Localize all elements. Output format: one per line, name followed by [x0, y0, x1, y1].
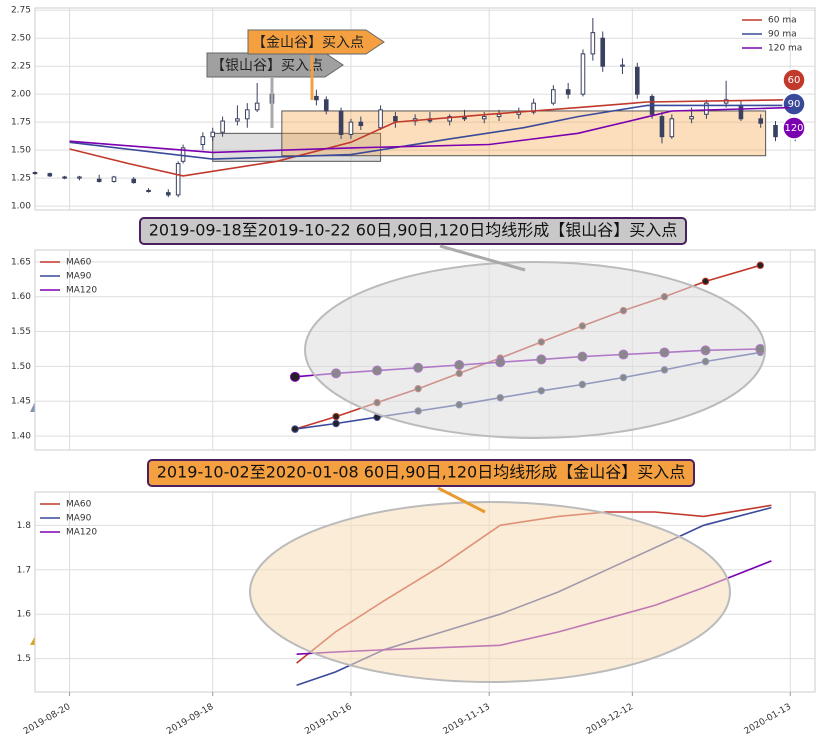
- candle-body: [634, 66, 640, 95]
- legend-label: 90 ma: [768, 30, 797, 40]
- region-tag-label: 【银山谷】买入点: [211, 58, 323, 74]
- ma-point: [756, 261, 764, 270]
- ma-point: [291, 425, 299, 433]
- y-tick-label: 1.50: [11, 146, 31, 156]
- y-tick-label: 1.7: [17, 565, 31, 575]
- banner-arrow: [439, 244, 526, 272]
- candle-body: [669, 118, 675, 138]
- candle-body: [600, 37, 606, 67]
- candle-body: [32, 172, 38, 175]
- candle-body: [773, 125, 778, 138]
- candle-body: [62, 176, 67, 179]
- candle-body: [393, 116, 398, 122]
- candle-body: [111, 176, 117, 182]
- highlight-ellipse: [304, 261, 766, 439]
- legend-label: MA60: [66, 500, 92, 510]
- banner-text: 2019-10-02至2020-01-08 60日,90日,120日均线形成【金…: [157, 463, 686, 482]
- candle-body: [244, 109, 250, 120]
- y-tick-label: 1.45: [11, 397, 31, 407]
- candle-body: [131, 178, 137, 184]
- candle-body: [210, 131, 216, 138]
- candle-body: [165, 192, 171, 196]
- candle-body: [758, 118, 763, 124]
- y-tick-label: 2.75: [11, 6, 31, 16]
- y-tick-label: 2.50: [11, 34, 31, 44]
- candle-body: [531, 102, 536, 113]
- candle-body: [551, 89, 556, 104]
- candle-body: [447, 116, 452, 122]
- candle-body: [659, 116, 665, 138]
- legend-label: MA120: [66, 286, 97, 296]
- y-tick-label: 1.65: [11, 257, 31, 267]
- candle-body: [220, 120, 225, 133]
- candle-body: [378, 109, 383, 129]
- banner-box: [147, 459, 695, 487]
- candle-body: [704, 102, 709, 115]
- highlight-ellipse: [249, 501, 731, 683]
- y-tick-label: 2.00: [11, 90, 31, 100]
- candle-body: [358, 121, 364, 127]
- candle-body: [235, 118, 240, 122]
- candle-body: [580, 53, 586, 95]
- candle-body: [180, 147, 186, 162]
- legend-label: MA120: [66, 528, 97, 538]
- candle-body: [738, 104, 744, 120]
- y-tick-label: 1.60: [11, 292, 31, 302]
- candle-body: [47, 173, 53, 177]
- region-tag-label: 【金山谷】买入点: [252, 35, 364, 51]
- candle-body: [96, 178, 102, 182]
- legend-label: MA90: [66, 514, 92, 524]
- y-tick-label: 1.55: [11, 327, 31, 337]
- candle-body: [620, 64, 625, 67]
- candle-body: [175, 163, 181, 196]
- ma-line: [69, 106, 791, 154]
- ma-line: [69, 99, 791, 177]
- banner-box: [139, 217, 687, 245]
- y-tick-label: 2.25: [11, 62, 31, 72]
- candle-body: [348, 121, 354, 135]
- ma-badge: [782, 116, 806, 140]
- ma-point: [332, 419, 340, 428]
- candle-body: [590, 32, 596, 55]
- legend-label: MA90: [66, 272, 92, 282]
- ma-line: [69, 104, 791, 160]
- y-tick-label: 1.75: [11, 118, 31, 128]
- candle-body: [565, 89, 571, 95]
- candle-body: [314, 95, 319, 101]
- banner-arrow: [437, 486, 486, 514]
- y-tick-label: 1.25: [11, 174, 31, 184]
- ma-badge-label: 120: [784, 123, 803, 134]
- candle-body: [689, 116, 694, 120]
- ma-point: [701, 277, 710, 286]
- ma-badge: [782, 68, 806, 92]
- candle-body: [496, 113, 502, 118]
- plot-area: [34, 7, 816, 211]
- ma-point: [290, 371, 300, 382]
- ma-badge: [782, 92, 806, 116]
- candle-body: [77, 176, 82, 179]
- ma-badge-label: 60: [788, 75, 801, 86]
- y-tick-label: 1.8: [17, 521, 32, 531]
- y-tick-label: 1.40: [11, 432, 31, 442]
- candle-body: [323, 99, 329, 112]
- candle-body: [254, 102, 260, 111]
- legend-label: MA60: [66, 258, 92, 268]
- y-tick-label: 1.6: [17, 610, 32, 620]
- candle-body: [338, 110, 344, 135]
- y-tick-label: 1.50: [11, 362, 31, 372]
- y-tick-label: 1.5: [17, 654, 31, 664]
- legend-label: 120 ma: [768, 44, 802, 54]
- ma-badge-label: 90: [788, 99, 801, 110]
- ma-point: [332, 412, 340, 421]
- candle-body: [146, 189, 151, 193]
- candle-body: [481, 116, 487, 120]
- y-tick-label: 1.00: [11, 202, 31, 212]
- candle-body: [200, 136, 206, 146]
- banner-text: 2019-09-18至2019-10-22 60日,90日,120日均线形成【银…: [149, 221, 678, 240]
- region-tag: [247, 29, 385, 55]
- legend-label: 60 ma: [768, 16, 797, 26]
